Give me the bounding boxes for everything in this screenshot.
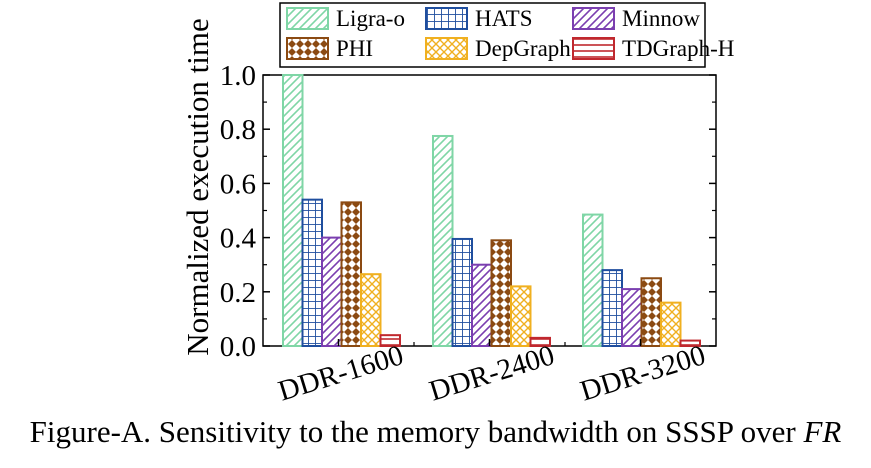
legend-label: DepGraph [475,36,571,61]
bar-phi-ddr-1600 [340,201,362,347]
y-tick-label: 0.0 [220,331,256,363]
figure-caption: Figure-A. Sensitivity to the memory band… [0,414,871,450]
legend-label: HATS [475,6,533,31]
x-tick-label: DDR-2400 [426,339,559,407]
caption-text: Figure-A. Sensitivity to the memory band… [29,414,804,449]
bar-ligra-o-ddr-2400 [432,134,454,347]
bar-depgraph-ddr-3200 [660,301,682,348]
legend: Ligra-o HATS Minnow PHI DepGraph TDGraph-H [279,2,734,68]
bar-tdgraph-h-ddr-1600 [379,334,401,348]
bar-phi-ddr-3200 [640,277,662,347]
legend-swatch [286,37,329,60]
bar-tdgraph-h-ddr-2400 [529,336,551,347]
bar-depgraph-ddr-1600 [360,273,382,347]
legend-label: PHI [336,36,373,61]
y-tick-label: 0.4 [220,223,257,255]
legend-box [279,2,706,68]
bar-hats-ddr-2400 [451,237,473,347]
bar-hats-ddr-1600 [301,198,323,347]
bar-ligra-o-ddr-3200 [582,213,604,347]
bar-minnow-ddr-1600 [321,236,343,348]
legend-label: Ligra-o [336,6,405,31]
legend-swatch [572,7,615,30]
y-axis-label: Normalized execution time [180,18,215,355]
plot-area: 0.0 0.2 0.4 0.6 0.8 1.0 DDR-1600 DDR-2400 DDR-32… [220,60,717,408]
bar-minnow-ddr-3200 [621,288,643,347]
caption-italic: FR [803,414,842,449]
y-tick-label: 0.8 [220,114,256,146]
x-tick-label: DDR-3200 [577,339,710,407]
bar-phi-ddr-2400 [490,239,512,347]
legend-label: TDGraph-H [622,36,734,61]
legend-label: Minnow [622,6,700,31]
bar-hats-ddr-3200 [601,269,623,347]
legend-swatch [572,37,615,60]
y-tick-label: 1.0 [220,60,256,92]
x-tick-label: DDR-1600 [275,339,408,407]
y-tick-label: 0.2 [220,277,256,309]
legend-swatch [286,7,329,30]
bar-ligra-o-ddr-1600 [282,74,304,347]
bar-depgraph-ddr-2400 [510,285,532,348]
legend-swatch [425,37,468,60]
bar-minnow-ddr-2400 [471,263,493,348]
legend-swatch [425,7,468,30]
bar-tdgraph-h-ddr-3200 [679,339,701,347]
chart: Ligra-o HATS Minnow PHI DepGraph TDGraph-H 0.… [180,2,734,408]
y-tick-label: 0.6 [220,168,256,200]
